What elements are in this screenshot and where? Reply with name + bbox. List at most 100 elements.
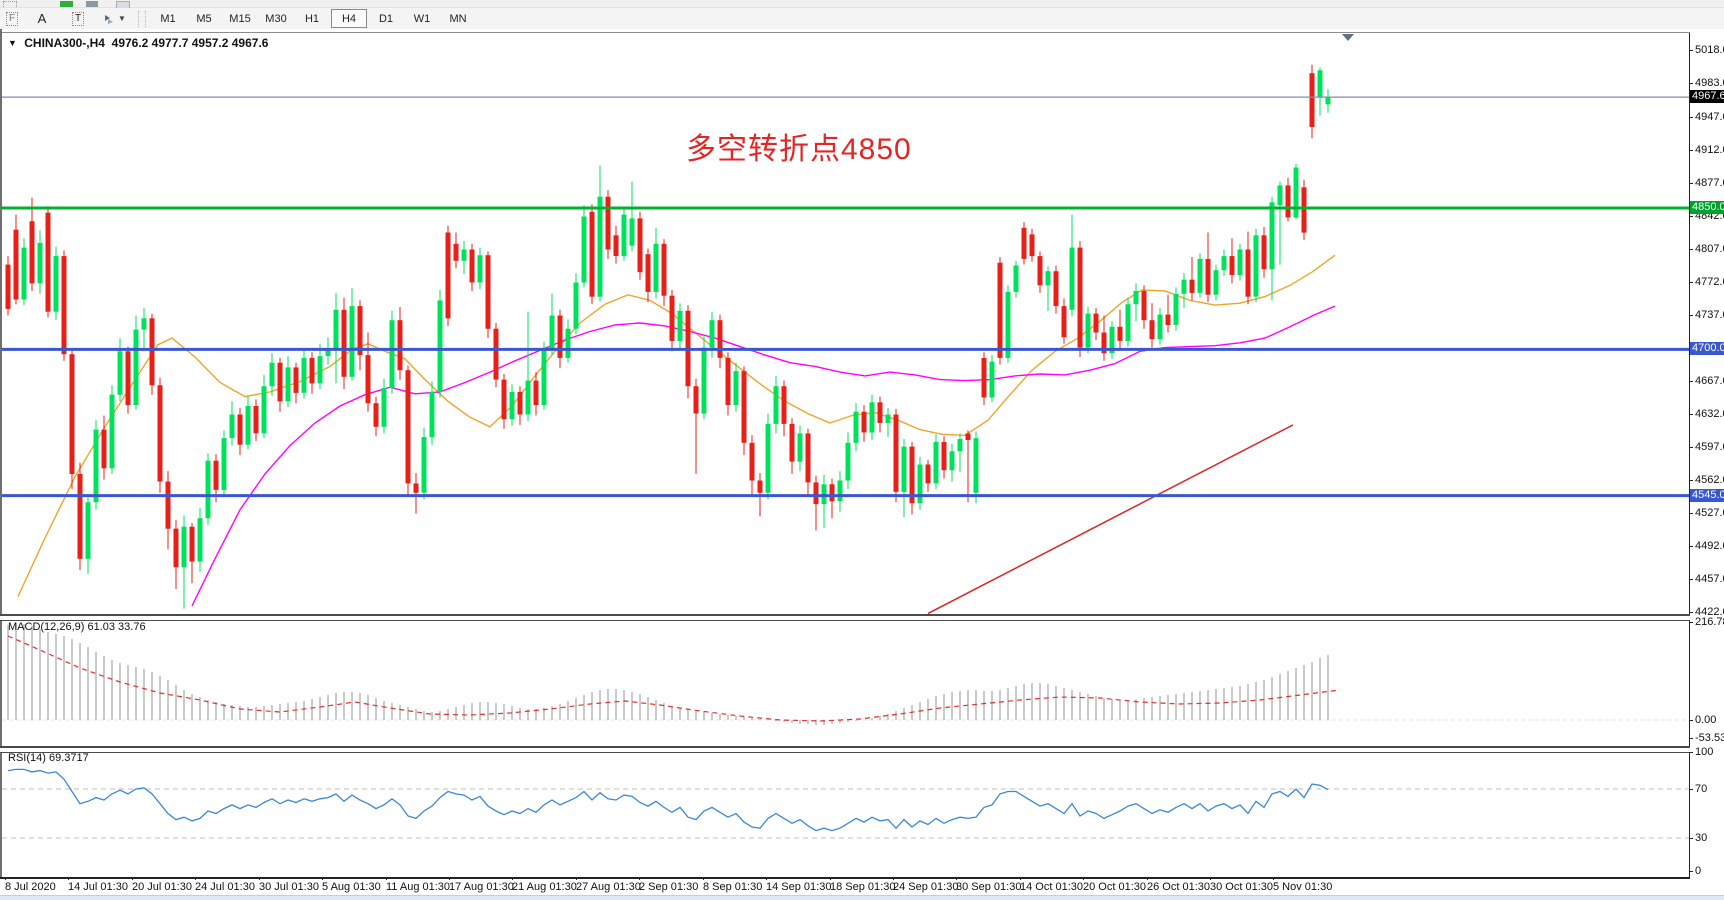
candle-body xyxy=(589,211,595,297)
candle-body xyxy=(1269,202,1275,270)
shapes-tool-button[interactable]: ▼ xyxy=(97,10,131,27)
candle-body xyxy=(653,243,659,292)
candle-body xyxy=(301,357,307,393)
candle-body xyxy=(1229,256,1235,275)
candle-body xyxy=(773,386,779,424)
rsi-panel-separator[interactable] xyxy=(0,746,1690,753)
symbol-name: CHINA300-,H4 xyxy=(24,36,105,50)
timeframe-button-d1[interactable]: D1 xyxy=(378,12,394,25)
crosshair-grid-icon[interactable]: F xyxy=(1,10,23,27)
timeframe-button-w1[interactable]: W1 xyxy=(413,12,431,25)
candle-body xyxy=(141,318,147,330)
candle-body xyxy=(509,391,515,420)
time-label: 30 Jul 01:30 xyxy=(259,881,319,893)
candle-body xyxy=(1053,271,1059,307)
timeframe-button-m5[interactable]: M5 xyxy=(196,12,212,25)
chart-left-border xyxy=(0,29,2,879)
candle-body xyxy=(1245,249,1251,297)
candle-body xyxy=(309,357,315,384)
macd-scale-label: -53.53 xyxy=(1695,732,1724,744)
candle-body xyxy=(1149,320,1155,340)
price-tick: 4457.0 xyxy=(1695,573,1724,585)
timeframe-button-m1[interactable]: M1 xyxy=(160,12,176,25)
chart-annotation-text: 多空转折点4850 xyxy=(686,133,912,166)
price-tick-tick xyxy=(1689,447,1693,448)
price-tick: 4772.0 xyxy=(1695,276,1724,288)
shapes-icon xyxy=(105,14,114,24)
candle-body xyxy=(749,442,755,481)
time-label: 5 Nov 01:30 xyxy=(1273,881,1333,893)
candle-body xyxy=(469,249,475,283)
price-box-4850.0: 4850.0 xyxy=(1690,201,1724,214)
candle-body xyxy=(973,438,979,493)
time-tick xyxy=(1147,877,1148,880)
macd-panel-separator[interactable] xyxy=(0,614,1690,621)
symbol-dropdown-icon[interactable]: ▼ xyxy=(8,38,17,48)
price-tick: 4737.0 xyxy=(1695,309,1724,321)
time-tick xyxy=(259,877,260,880)
price-tick: 4527.0 xyxy=(1695,507,1724,519)
candle-body xyxy=(533,380,539,406)
candle-body xyxy=(429,391,435,438)
timeframe-button-h4[interactable]: H4 xyxy=(331,9,367,28)
candle-body xyxy=(805,433,811,483)
candle-body xyxy=(397,320,403,371)
candle-body xyxy=(1093,313,1099,333)
candle-body xyxy=(117,351,123,395)
candle-body xyxy=(1117,326,1123,341)
timeframe-button-h1[interactable]: H1 xyxy=(304,12,320,25)
price-tick: 4877.0 xyxy=(1695,177,1724,189)
time-tick xyxy=(386,877,387,880)
price-tick-tick xyxy=(1689,282,1693,283)
chart-shift-marker[interactable] xyxy=(1342,34,1354,41)
candle-body xyxy=(1277,185,1283,206)
candle-body xyxy=(1205,258,1211,295)
candle-body xyxy=(1037,256,1043,286)
candle-body xyxy=(61,256,67,355)
candle-body xyxy=(1213,270,1219,295)
candle-body xyxy=(877,402,883,423)
candle-body xyxy=(621,214,627,257)
time-axis-border xyxy=(0,877,1690,879)
candle-body xyxy=(69,354,75,474)
rsi-scale-label: 30 xyxy=(1695,832,1708,844)
candle-body xyxy=(349,306,355,377)
timeframe-button-m30[interactable]: M30 xyxy=(265,12,287,25)
candle-body xyxy=(797,433,803,462)
candle-body xyxy=(989,361,995,398)
candle-body xyxy=(717,320,723,358)
candle-body xyxy=(53,256,59,312)
rsi-scale-label: 0 xyxy=(1695,865,1702,877)
time-tick xyxy=(449,877,450,880)
candle-body xyxy=(405,370,411,484)
candle-body xyxy=(581,216,587,283)
price-tick-tick xyxy=(1689,50,1693,51)
candle-body xyxy=(1069,247,1075,310)
text-box-tool-button[interactable]: T xyxy=(61,10,95,27)
timeframe-button-m15[interactable]: M15 xyxy=(229,12,251,25)
candle-body xyxy=(45,212,51,312)
candle-body xyxy=(1261,235,1267,270)
candle-body xyxy=(981,357,987,398)
macd-scale-label: 216.78 xyxy=(1695,616,1724,628)
candle-body xyxy=(789,423,795,462)
price-tick-tick xyxy=(1689,183,1693,184)
price-tick-tick xyxy=(1689,546,1693,547)
text-label-tool-button[interactable]: A xyxy=(37,11,47,26)
candle-body xyxy=(1301,187,1307,233)
candle-body xyxy=(221,438,227,490)
candle-body xyxy=(285,367,291,402)
price-tick-tick xyxy=(1689,117,1693,118)
candle-body xyxy=(845,442,851,481)
timeframe-button-mn[interactable]: MN xyxy=(449,12,467,25)
price-tick-tick xyxy=(1689,216,1693,217)
candle-body xyxy=(133,329,139,405)
price-tick-tick xyxy=(1689,83,1693,84)
candle-body xyxy=(541,350,547,406)
candle-body xyxy=(813,482,819,505)
price-tick-tick xyxy=(1689,315,1693,316)
candle-body xyxy=(29,221,35,284)
candle-body xyxy=(829,484,835,502)
